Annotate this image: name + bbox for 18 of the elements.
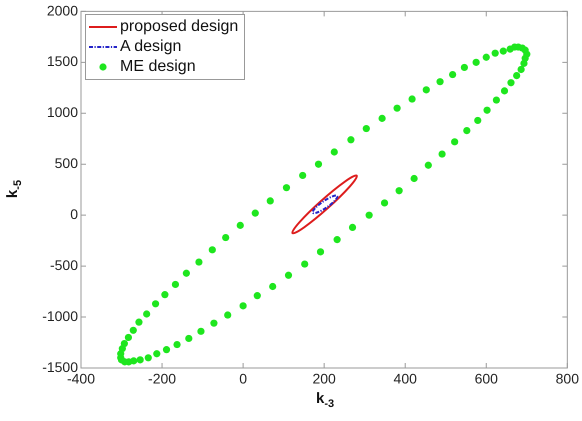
y-tick-label: 500 — [54, 155, 78, 172]
x-tick-label: 0 — [239, 370, 248, 386]
y-tick-label: -1000 — [42, 308, 78, 324]
annotation: proposed design — [120, 18, 238, 36]
x-tick-label: 600 — [474, 370, 498, 386]
y-tick-label: -1500 — [42, 358, 78, 375]
annotation: A design — [120, 38, 182, 56]
x-tick-label: -200 — [148, 370, 176, 386]
x-tick-label: 800 — [556, 370, 580, 386]
y-tick-label: -500 — [50, 256, 78, 273]
legend-label: ME design — [120, 58, 196, 76]
y-tick-label: 2000 — [46, 2, 78, 18]
x-tick-label: 400 — [394, 370, 418, 386]
y-tick-label: 1000 — [46, 104, 78, 120]
x-axis-title: k$_{-3}$ — [316, 390, 334, 410]
y-tick-label: 1500 — [46, 53, 78, 70]
x-tick-label: 200 — [312, 370, 336, 386]
y-tick-label: 0 — [70, 206, 78, 222]
